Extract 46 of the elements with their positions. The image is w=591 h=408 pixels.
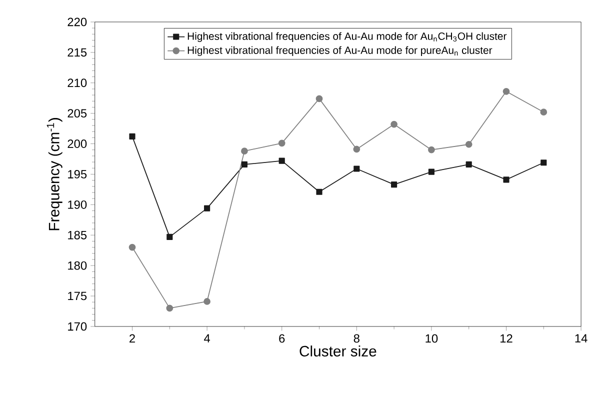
point	[316, 188, 322, 195]
y-tick-label: 185	[68, 230, 87, 240]
point	[128, 244, 136, 251]
point	[466, 161, 472, 168]
point	[354, 166, 360, 172]
point	[353, 146, 360, 153]
x-tick-label: 6	[279, 334, 285, 343]
legend-label: Highest vibrational frequencies of Au-Au mode for Au$_{n}$CH$_{3}$OH cluster	[188, 32, 507, 42]
y-tick-label: 175	[68, 292, 87, 300]
point	[278, 140, 286, 146]
point	[278, 158, 285, 164]
point	[503, 176, 510, 183]
x-tick-label: 14	[575, 334, 588, 342]
x-axis-title: Cluster size	[300, 345, 376, 356]
y-tick-label: 220	[68, 18, 87, 26]
point	[241, 147, 248, 154]
point	[391, 181, 398, 188]
x-tick-label: 4	[204, 334, 210, 342]
x-tick-label: 2	[130, 334, 135, 342]
point	[316, 95, 323, 102]
point	[465, 140, 472, 148]
point	[540, 108, 548, 116]
y-tick-label: 180	[68, 261, 87, 270]
point	[129, 133, 136, 140]
x-tick-label: 8	[354, 334, 360, 343]
y-tick-label: 215	[68, 48, 87, 56]
legend-label: Highest vibrational frequencies of Au-Au mode for pureAu$_{n}$ cluster	[188, 46, 492, 56]
y-axis-title: Frequency (cm$^{-1}$)	[46, 118, 62, 230]
y-tick-label: 200	[68, 139, 87, 148]
point	[204, 298, 210, 305]
y-tick-label: 195	[68, 170, 87, 178]
point	[204, 205, 210, 212]
x-tick-label: 12	[500, 334, 512, 342]
y-tick-label: 210	[68, 78, 87, 87]
y-tick-label: 205	[68, 108, 87, 118]
point	[241, 161, 248, 168]
y-tick-label: 190	[68, 200, 87, 209]
point	[166, 304, 174, 312]
point	[166, 234, 173, 240]
point	[540, 159, 547, 166]
x-tick-label: 10	[426, 334, 438, 343]
point	[428, 146, 435, 154]
point	[390, 120, 398, 128]
y-tick-label: 170	[68, 322, 87, 331]
point	[502, 88, 510, 95]
point	[428, 168, 434, 175]
